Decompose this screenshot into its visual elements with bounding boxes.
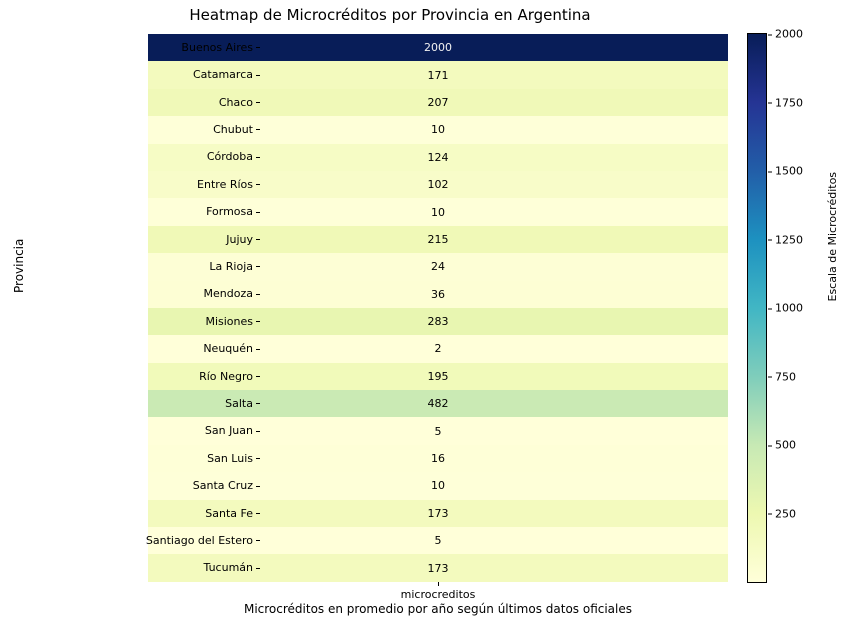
- y-tick-label: Mendoza: [120, 288, 260, 299]
- y-tick-label: Buenos Aires: [120, 42, 260, 53]
- x-tick-label: microcreditos: [148, 582, 728, 601]
- y-tick-label: Neuquén: [120, 343, 260, 354]
- y-tick-label: San Juan: [120, 425, 260, 436]
- colorbar-tick: 1250: [768, 233, 803, 246]
- colorbar-tick: 2000: [768, 28, 803, 41]
- colorbar-tick: 250: [768, 507, 796, 520]
- colorbar-gradient: [748, 34, 766, 582]
- y-tick-label: San Luis: [120, 453, 260, 464]
- colorbar-tick: 1000: [768, 302, 803, 315]
- heatmap-plot: 2000171207101241021021524362832195482516…: [148, 34, 728, 582]
- y-tick-label: Santa Fe: [120, 508, 260, 519]
- y-tick-label: Salta: [120, 398, 260, 409]
- figure: Heatmap de Microcréditos por Provincia e…: [0, 0, 850, 640]
- y-tick-label: Santiago del Estero: [120, 535, 260, 546]
- y-tick-label: Catamarca: [120, 69, 260, 80]
- colorbar-tick: 1500: [768, 165, 803, 178]
- x-tick-text: microcreditos: [401, 588, 476, 601]
- colorbar-tick: 500: [768, 439, 796, 452]
- y-tick-label: Jujuy: [120, 234, 260, 245]
- colorbar: Escala de Microcréditos 250 500 750 1000 125…: [748, 34, 838, 582]
- y-tick-label: Entre Ríos: [120, 179, 260, 190]
- colorbar-tick: 1750: [768, 96, 803, 109]
- colorbar-label: Escala de Microcréditos: [826, 172, 839, 302]
- y-tick-label: Río Negro: [120, 371, 260, 382]
- y-tick-label: Chubut: [120, 124, 260, 135]
- x-axis-label: Microcréditos en promedio por año según …: [148, 602, 728, 616]
- y-tick-label: Santa Cruz: [120, 480, 260, 491]
- y-tick-label: Tucumán: [120, 562, 260, 573]
- y-axis-label: Provincia: [12, 239, 26, 293]
- y-tick-label: Formosa: [120, 206, 260, 217]
- chart-title: Heatmap de Microcréditos por Provincia e…: [0, 6, 780, 24]
- y-tick-label: Chaco: [120, 97, 260, 108]
- colorbar-tick: 750: [768, 370, 796, 383]
- y-tick-label: La Rioja: [120, 261, 260, 272]
- y-tick-label: Misiones: [120, 316, 260, 327]
- y-tick-label: Córdoba: [120, 151, 260, 162]
